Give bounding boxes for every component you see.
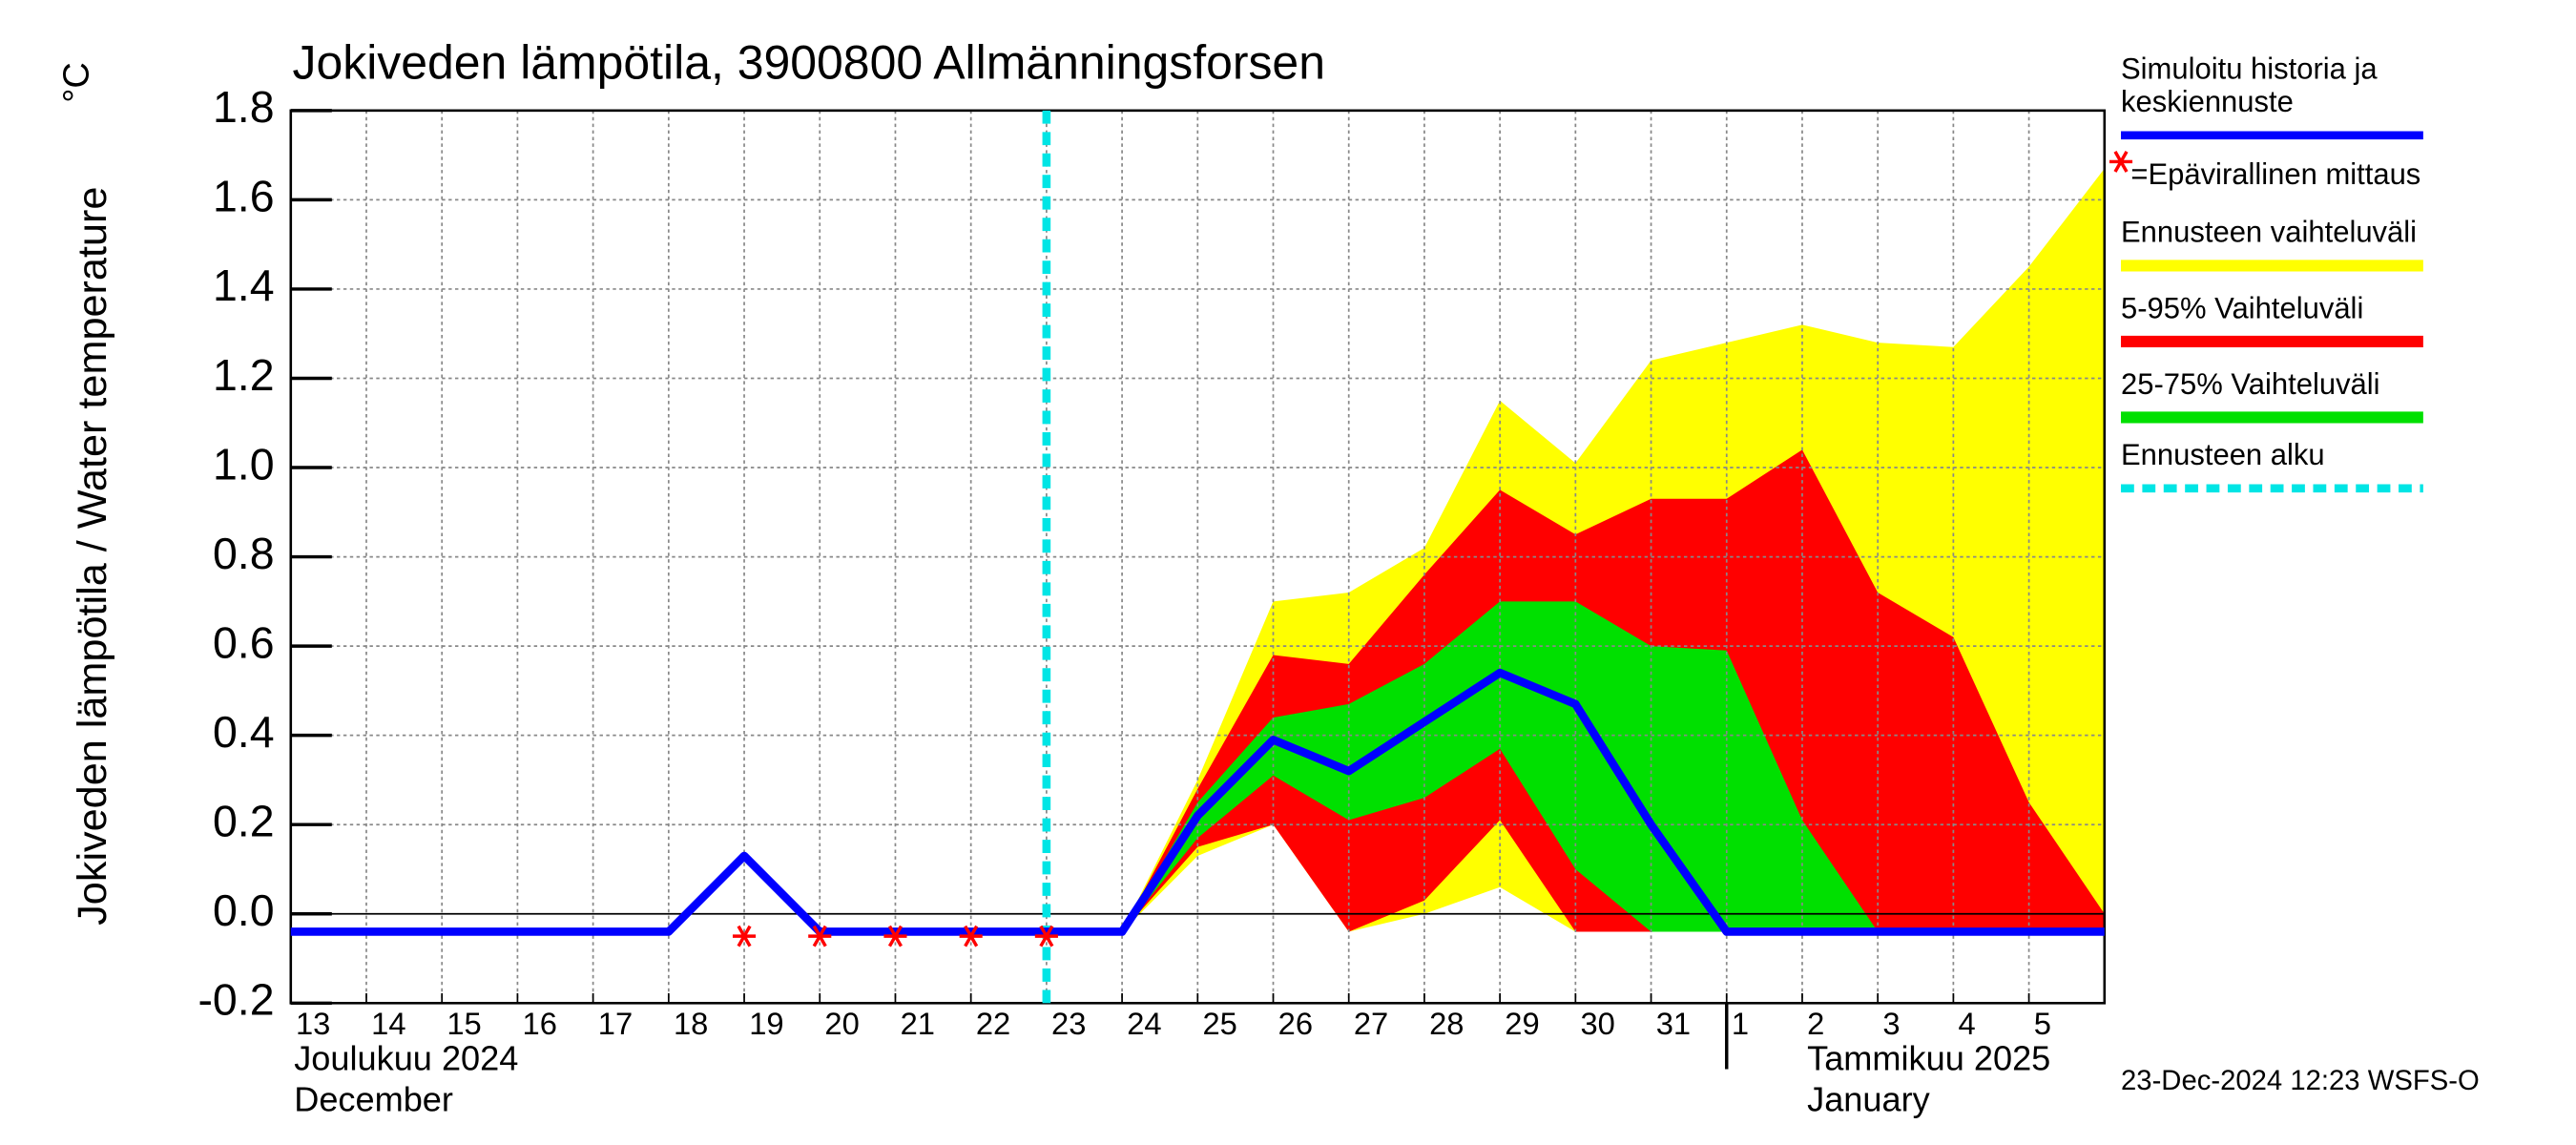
y-tick-label: 0.4 [213, 707, 275, 757]
legend-label: Ennusteen alku [2121, 438, 2325, 471]
legend-label: Ennusteen vaihteluväli [2121, 216, 2417, 249]
y-axis-label: Jokiveden lämpötila / Water temperature [70, 187, 115, 926]
month-label: December [294, 1080, 453, 1119]
y-tick-label: 1.8 [213, 82, 275, 132]
x-tick-label: 31 [1656, 1006, 1691, 1041]
measurement-marker [1034, 925, 1058, 947]
legend-label: =Epävirallinen mittaus [2130, 157, 2420, 191]
y-tick-label: 1.6 [213, 172, 275, 221]
plot-frame [289, 109, 2107, 1005]
x-tick-label: 1 [1732, 1006, 1749, 1041]
legend-label-line: keskiennuste [2121, 85, 2294, 118]
x-tick-label: 29 [1505, 1006, 1539, 1041]
measurement-marker [883, 925, 907, 947]
chart-title: Jokiveden lämpötila, 3900800 Allmännings… [293, 35, 1325, 89]
y-tick-label: 0.0 [213, 885, 275, 935]
measurement-marker [808, 925, 832, 947]
series-line [290, 668, 2105, 936]
y-tick-label: 1.4 [213, 260, 275, 310]
y-tick-label: 0.6 [213, 617, 275, 667]
x-tick-label: 20 [824, 1006, 859, 1041]
legend-label: 25-75% Vaihteluväli [2121, 367, 2380, 401]
x-tick-label: 15 [447, 1006, 481, 1041]
x-tick-label: 4 [1959, 1006, 1976, 1041]
y-tick-label: 0.8 [213, 529, 275, 578]
month-label: January [1807, 1080, 1930, 1119]
x-tick-label: 19 [749, 1006, 783, 1041]
legend-label-line: Simuloitu historia ja [2121, 52, 2378, 86]
x-tick-label: 13 [296, 1006, 330, 1041]
x-tick-label: 27 [1354, 1006, 1388, 1041]
y-tick-label: 1.0 [213, 439, 275, 489]
legend-label: 5-95% Vaihteluväli [2121, 291, 2363, 324]
measurement-marker [732, 925, 757, 947]
x-tick-label: 22 [976, 1006, 1010, 1041]
x-tick-label: 28 [1429, 1006, 1464, 1041]
x-tick-label: 30 [1581, 1006, 1615, 1041]
x-tick-label: 21 [901, 1006, 935, 1041]
x-tick-label: 23 [1051, 1006, 1086, 1041]
x-tick-label: 24 [1127, 1006, 1161, 1041]
y-tick-label: 1.2 [213, 350, 275, 400]
month-label: Tammikuu 2025 [1807, 1038, 2050, 1077]
footer: 23-Dec-2024 12:23 WSFS-O [2121, 1065, 2480, 1096]
x-tick-label: 3 [1882, 1006, 1900, 1041]
x-tick-label: 5 [2034, 1006, 2051, 1041]
x-tick-label: 2 [1807, 1006, 1824, 1041]
x-tick-label: 26 [1278, 1006, 1313, 1041]
x-tick-label: 25 [1202, 1006, 1236, 1041]
y-unit: °C [57, 62, 97, 103]
legend-marker [2109, 151, 2133, 173]
month-label: Joulukuu 2024 [294, 1038, 518, 1077]
measurement-marker [959, 925, 983, 947]
y-tick-label: 0.2 [213, 796, 275, 845]
x-tick-label: 14 [371, 1006, 405, 1041]
x-tick-label: 18 [674, 1006, 708, 1041]
y-tick-label: -0.2 [197, 975, 274, 1025]
x-tick-label: 16 [523, 1006, 557, 1041]
x-tick-label: 17 [598, 1006, 633, 1041]
legend-label: Simuloitu historia ja keskiennuste [2121, 52, 2378, 119]
